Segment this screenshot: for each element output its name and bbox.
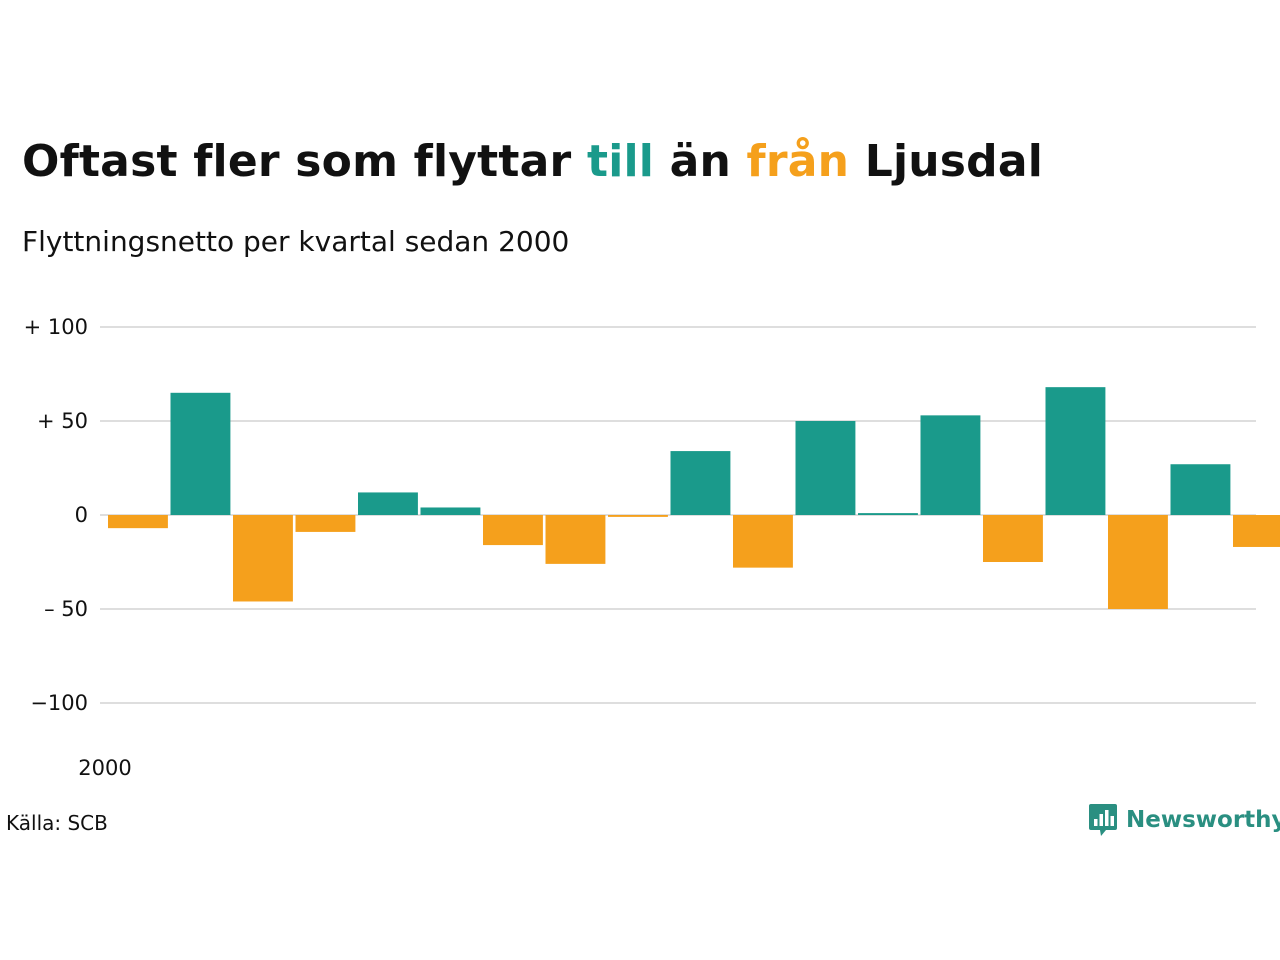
bar-positive — [170, 392, 231, 515]
bar-negative — [483, 515, 543, 546]
bar-chart: + 100 + 50 0 – 50 −100 20002005201020152020 — [24, 315, 1280, 780]
bar-negative — [295, 515, 356, 532]
title-part-1: Oftast fler som flyttar — [22, 136, 587, 187]
bar-negative — [983, 515, 1043, 562]
bar-negative — [1233, 515, 1280, 547]
y-tick-label: 0 — [75, 503, 88, 527]
title-positive-word: till — [586, 136, 655, 187]
bar-negative — [233, 515, 293, 602]
bar-negative — [108, 515, 168, 529]
y-tick-label: −100 — [30, 691, 88, 715]
newsworthy-logo: Newsworthy — [1088, 802, 1280, 838]
chart-title: Oftast fler som flyttar till än från Lju… — [22, 132, 1043, 192]
bar-positive — [1045, 387, 1106, 515]
y-tick-label: – 50 — [44, 597, 88, 621]
bar-negative — [733, 515, 793, 568]
title-part-3: Ljusdal — [849, 136, 1044, 187]
bar-positive — [858, 513, 918, 515]
bar-negative — [545, 515, 606, 564]
bar-positive — [1170, 464, 1231, 515]
x-tick-label: 2000 — [78, 756, 131, 780]
bar-negative — [608, 515, 668, 517]
bar-positive — [420, 507, 481, 515]
bars — [108, 387, 1280, 609]
logo-text: Newsworthy — [1126, 807, 1280, 833]
bar-positive — [795, 421, 856, 515]
chart-subtitle: Flyttningsnetto per kvartal sedan 2000 — [22, 225, 570, 258]
x-axis-ticks: 20002005201020152020 — [78, 756, 131, 780]
y-tick-label: + 50 — [37, 409, 88, 433]
bar-positive — [670, 451, 731, 515]
source-note: Källa: SCB — [6, 811, 108, 835]
bar-negative — [1108, 515, 1168, 609]
y-tick-label: + 100 — [24, 315, 88, 339]
bar-positive — [920, 415, 981, 515]
y-axis-ticks: + 100 + 50 0 – 50 −100 — [24, 315, 88, 715]
bar-positive — [358, 492, 418, 515]
title-part-2: än — [654, 136, 747, 187]
title-negative-word: från — [746, 136, 850, 187]
chart-bubble-icon — [1089, 804, 1117, 836]
